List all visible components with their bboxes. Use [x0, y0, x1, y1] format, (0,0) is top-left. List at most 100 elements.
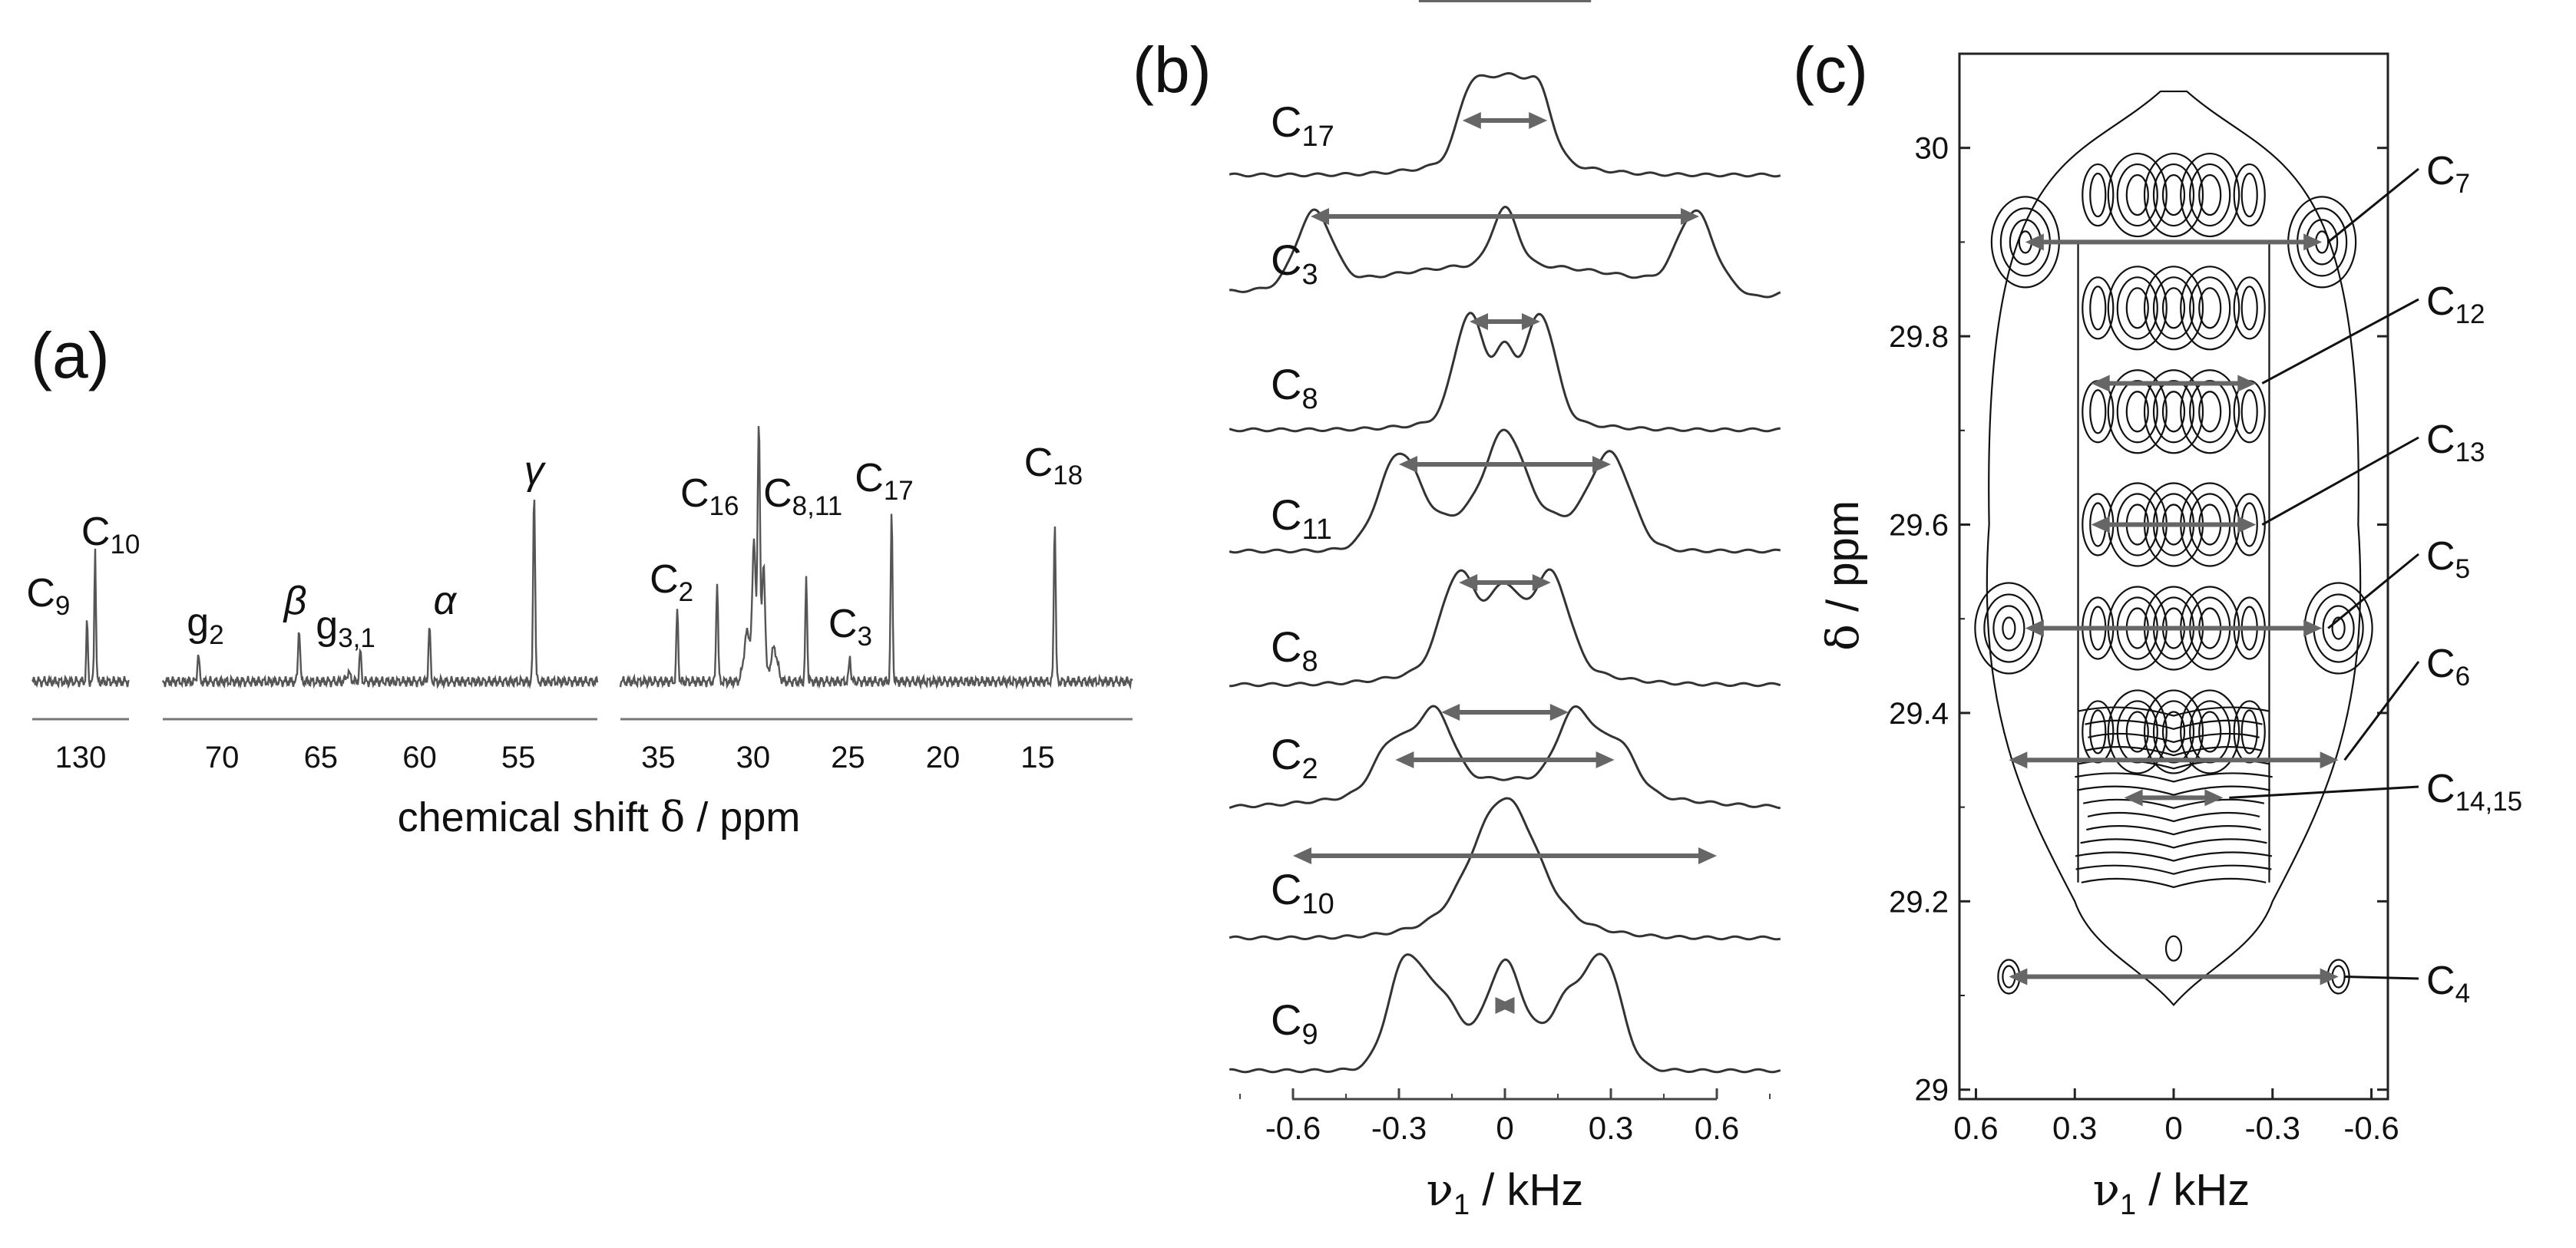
panel-a-label: (a)	[31, 319, 110, 391]
contour-lobe	[2116, 163, 2158, 227]
panel-b-label: (b)	[1133, 34, 1212, 106]
contour-lobe-side	[2240, 286, 2258, 331]
contour-lobe	[2198, 711, 2222, 753]
contour-outer-lobe	[1992, 605, 2025, 652]
tick-label-b: 0.3	[1589, 1110, 1633, 1146]
contour-outer-lobe	[2002, 616, 2016, 640]
tick-label-a: 25	[831, 741, 865, 774]
tick-label-a: 130	[55, 741, 107, 774]
contour-lobe-side	[2240, 172, 2258, 218]
contour-lobe-side	[2082, 700, 2115, 764]
contour-lobe-side	[2089, 389, 2107, 434]
tick-label-a: 70	[205, 741, 240, 774]
contour-lobe	[2152, 700, 2195, 764]
leader-line-c	[2229, 785, 2419, 799]
contour-lobe-side	[2233, 700, 2266, 764]
splitting-arrow-c-c13-head-right	[2237, 516, 2257, 533]
xtick-label-c: -0.6	[2343, 1110, 2399, 1146]
tick-label-a: 55	[501, 741, 536, 774]
contour-band	[2075, 864, 2272, 875]
contour-island	[2164, 935, 2183, 962]
spectrum-a-segment-2	[161, 500, 599, 690]
contour-lobe	[2116, 380, 2158, 444]
contour-lobe-side	[2089, 286, 2107, 331]
contour-band	[2075, 851, 2273, 862]
contour-lobe	[2180, 369, 2240, 454]
contour-lobe	[2198, 173, 2222, 216]
peak-label-c9: C9	[26, 571, 70, 621]
splitting-arrow-b-c3-head-left	[1311, 208, 1329, 225]
contour-lobe	[2152, 276, 2195, 340]
contour-outer-lobe	[2331, 616, 2346, 640]
splitting-arrow-c-c13-head-left	[2091, 516, 2110, 533]
trace-b-c10	[1228, 797, 1781, 941]
peak-label-c17: C17	[855, 456, 914, 506]
splitting-arrow-b-c2-head-right	[1596, 751, 1615, 768]
trace-b-c2	[1228, 705, 1781, 810]
contour-lobe	[2116, 700, 2158, 764]
contour-lobe	[2161, 173, 2186, 216]
contour-lobe	[2107, 152, 2168, 238]
annotation-label-c-c6: C6	[2426, 642, 2470, 692]
peak-label-greek: γ	[524, 448, 547, 493]
splitting-arrow-c-c6-head-right	[2320, 751, 2339, 769]
splitting-arrow-b-c2-head-left	[1293, 847, 1311, 864]
contour-lobe	[2143, 689, 2204, 774]
spectrum-a-segment-1	[31, 548, 131, 689]
contour-outer-lobe	[2322, 605, 2355, 652]
tick-label-a: 30	[736, 741, 771, 774]
trace-b-c11	[1228, 428, 1781, 554]
contour-lobe	[2180, 152, 2240, 238]
contour-lobe	[2152, 163, 2195, 227]
y-axis-title-c: δ / ppm	[1817, 500, 1869, 651]
contour-lobe	[2198, 391, 2222, 433]
tick-label-a: 65	[304, 741, 339, 774]
contour-lobe	[2180, 266, 2240, 351]
contour-band	[2075, 772, 2273, 783]
contour-lobe-side	[2240, 709, 2258, 754]
contour-band	[2076, 785, 2271, 796]
contour-lobe	[2107, 369, 2168, 454]
trace-label-b-c2: C2	[1271, 730, 1318, 785]
splitting-arrow-b-c11-head-left	[1399, 456, 1417, 473]
contour-lobe	[2143, 369, 2204, 454]
contour-band	[2087, 811, 2260, 823]
splitting-arrow-b-c2-head-left	[1395, 751, 1414, 768]
contour-lobe-side	[2233, 163, 2266, 227]
splitting-arrow-c-c7-head-right	[2303, 233, 2323, 251]
spectrum-a-segment-3	[619, 426, 1133, 690]
contour-lobe-side	[2082, 163, 2115, 227]
panel-c-label: (c)	[1793, 34, 1868, 106]
leader-line-c	[2327, 167, 2419, 243]
splitting-arrow-b-c3-head-right	[1681, 208, 1699, 225]
ytick-label-c: 29.8	[1889, 320, 1949, 354]
splitting-arrow-c-c14-15-head-left	[2124, 789, 2143, 807]
splitting-arrow-c-c5-head-right	[2303, 619, 2323, 637]
ytick-label-c: 29.4	[1889, 697, 1949, 731]
splitting-arrow-c-c14-15-head-right	[2204, 789, 2224, 807]
contour-lobe	[2189, 700, 2231, 764]
contour-lobe	[2189, 276, 2231, 340]
tick-label-b: 0	[1496, 1110, 1513, 1146]
leader-line-c	[2343, 661, 2420, 761]
splitting-arrow-b-c8-head-right	[1532, 574, 1551, 591]
contour-band	[2086, 825, 2261, 836]
annotation-label-c-c12: C12	[2426, 279, 2485, 329]
trace-label-b-c10: C10	[1271, 865, 1334, 920]
trace-b-c9	[1229, 953, 1781, 1074]
ytick-label-c: 29	[1915, 1074, 1949, 1108]
peak-label-c16: C16	[680, 471, 739, 521]
trace-b-c17	[1228, 72, 1781, 178]
contour-lobe	[2161, 711, 2186, 753]
contour-map-c	[1974, 90, 2373, 1006]
trace-b-c8	[1228, 312, 1781, 433]
splitting-arrow-c-c7-head-left	[2025, 233, 2044, 251]
contour-band	[2085, 719, 2263, 730]
contour-band	[2081, 877, 2267, 889]
peak-label-greek: g2	[187, 600, 223, 650]
splitting-arrow-c-c4-head-left	[2009, 968, 2028, 986]
trace-label-b-c11: C11	[1271, 490, 1332, 546]
splitting-arrow-b-c8-head-left	[1470, 313, 1488, 330]
leader-line-c	[2261, 436, 2419, 526]
